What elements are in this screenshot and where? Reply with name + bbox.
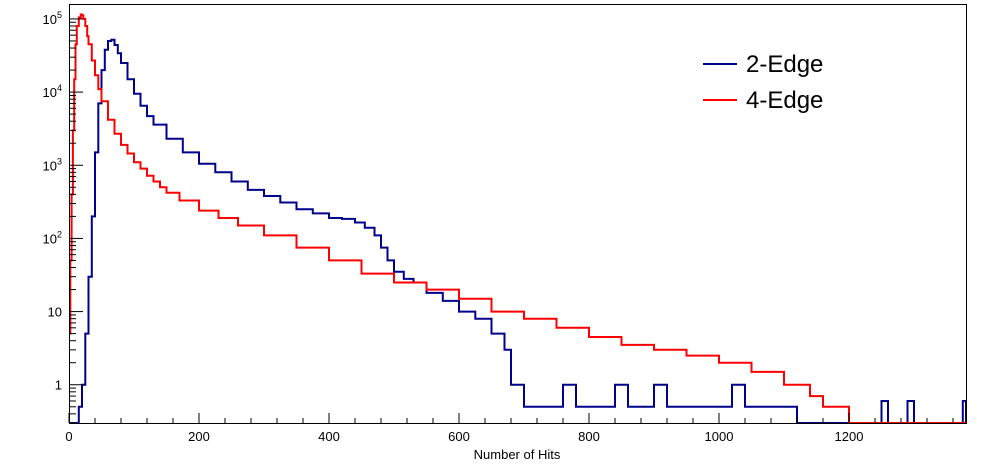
legend: 2-Edge 4-Edge bbox=[703, 51, 823, 114]
ticks-layer: 0 200 400 600 800 1000 1200 1 10 102 103 104 105 bbox=[43, 10, 954, 444]
x-tick-label: 1200 bbox=[835, 429, 864, 444]
x-tick-label: 0 bbox=[65, 429, 72, 444]
x-tick-label: 600 bbox=[448, 429, 470, 444]
y-tick-label: 10 bbox=[48, 305, 62, 320]
y-tick-label: 104 bbox=[43, 83, 62, 100]
y-tick-label: 103 bbox=[43, 156, 62, 173]
x-tick-label: 800 bbox=[578, 429, 600, 444]
x-tick-label: 1000 bbox=[705, 429, 734, 444]
series-line-4-edge bbox=[69, 13, 966, 424]
legend-label-4-edge: 4-Edge bbox=[746, 87, 823, 114]
y-tick-label: 105 bbox=[43, 10, 62, 27]
x-tick-label: 400 bbox=[318, 429, 340, 444]
y-tick-label: 102 bbox=[43, 229, 62, 246]
y-tick-label: 1 bbox=[55, 378, 62, 393]
x-tick-label: 200 bbox=[188, 429, 210, 444]
legend-label-2-edge: 2-Edge bbox=[746, 51, 823, 78]
series-layer bbox=[69, 13, 967, 424]
plot-frame bbox=[69, 4, 967, 424]
series-line-2-edge bbox=[69, 38, 967, 424]
x-axis-title: Number of Hits bbox=[474, 447, 561, 462]
